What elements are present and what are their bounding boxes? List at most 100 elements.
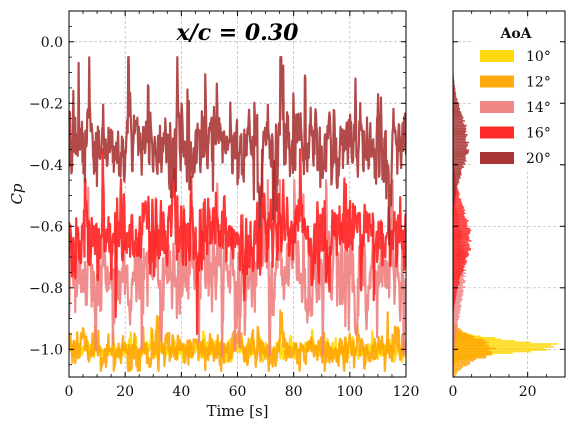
hist-bar-16deg xyxy=(453,207,464,210)
hist-bar-20deg xyxy=(453,190,457,193)
hist-bar-14deg xyxy=(453,310,460,313)
y-tick-label: −0.8 xyxy=(29,281,63,297)
hist-bar-16deg xyxy=(453,290,457,293)
hist-bar-20deg xyxy=(453,129,466,131)
x-tick-label: 80 xyxy=(285,384,303,400)
hist-bar-14deg xyxy=(453,341,456,344)
hist-bar-16deg xyxy=(453,261,467,264)
legend-box xyxy=(472,20,560,172)
y-tick-label: −0.6 xyxy=(29,219,63,235)
hist-bar-16deg xyxy=(453,304,455,307)
hist-bar-16deg xyxy=(453,223,468,225)
hist-bar-14deg xyxy=(453,313,459,316)
hist-bar-12deg xyxy=(453,357,487,359)
hist-bar-16deg xyxy=(453,275,461,278)
hist-bar-12deg xyxy=(453,341,489,344)
hist-bar-14deg xyxy=(453,344,455,347)
hist-bar-14deg xyxy=(453,300,462,302)
hist-bar-12deg xyxy=(453,344,489,347)
hist-bar-12deg xyxy=(453,346,490,348)
hist-bar-20deg xyxy=(453,140,466,142)
hist-bar-20deg xyxy=(453,174,462,176)
hist-bar-16deg xyxy=(453,286,458,288)
hist-bar-16deg xyxy=(453,292,457,294)
hist-bar-14deg xyxy=(453,306,462,308)
hist-bar-20deg xyxy=(453,178,460,181)
hist-bar-20deg xyxy=(453,127,467,130)
hist-bar-12deg xyxy=(453,332,468,334)
hist-bar-14deg xyxy=(453,323,458,325)
x-tick-label: 100 xyxy=(336,384,363,400)
hist-bar-20deg xyxy=(453,118,463,121)
hist-bar-20deg xyxy=(453,204,455,207)
hist-bar-20deg xyxy=(453,138,466,141)
time-series-plot: 0 20 40 60 80 100 120 0.0 −0.2 −0.4 −0.6 −0.8 −1.0 Ti… xyxy=(8,10,419,420)
hist-bar-20deg xyxy=(453,194,456,196)
hist-bar-16deg xyxy=(453,220,469,222)
hist-bar-20deg xyxy=(453,132,466,135)
hist-bar-16deg xyxy=(453,295,456,298)
hist-bar-16deg xyxy=(453,307,455,310)
hist-bar-12deg xyxy=(453,350,492,353)
hist-bar-16deg xyxy=(453,227,471,230)
hist-bar-16deg xyxy=(453,258,466,261)
hist-bar-20deg xyxy=(453,94,456,96)
hist-bar-16deg xyxy=(453,230,471,233)
hist-bar-14deg xyxy=(453,353,455,356)
legend-swatch xyxy=(480,152,514,164)
hist-bar-14deg xyxy=(453,332,457,334)
hist-bar-20deg xyxy=(453,152,469,155)
hist-bar-20deg xyxy=(453,177,461,179)
hist-bar-16deg xyxy=(453,213,464,216)
hist-bar-12deg xyxy=(453,329,462,331)
hist-bar-14deg xyxy=(453,350,455,353)
hist-bar-14deg xyxy=(453,317,459,319)
hist-bar-14deg xyxy=(453,309,461,311)
hist-bar-10deg xyxy=(453,350,532,353)
hist-bar-20deg xyxy=(453,146,467,148)
series-line-12deg xyxy=(69,309,406,372)
hist-bar-16deg xyxy=(453,270,464,273)
hist-bar-12deg xyxy=(453,364,468,367)
y-tick-label: −1.0 xyxy=(29,342,63,358)
hist-bar-20deg xyxy=(453,181,460,184)
hist-bar-16deg xyxy=(453,237,470,239)
hist-bar-12deg xyxy=(453,361,470,364)
hist-bar-12deg xyxy=(453,367,462,370)
legend-label: 10° xyxy=(526,49,551,65)
x-tick-label: 20 xyxy=(116,384,134,400)
hist-bar-14deg xyxy=(453,289,464,291)
hist-bar-12deg xyxy=(453,343,486,345)
hist-bar-16deg xyxy=(453,226,468,228)
hist-bar-16deg xyxy=(453,210,465,213)
hist-bar-20deg xyxy=(453,126,466,128)
hist-bar-20deg xyxy=(453,86,456,88)
hist-bar-14deg xyxy=(453,303,461,305)
hist-bar-16deg xyxy=(453,243,470,245)
hist-bar-14deg xyxy=(453,307,461,310)
hist-bar-14deg xyxy=(453,321,458,324)
hist-bar-20deg xyxy=(453,114,462,116)
hist-bar-20deg xyxy=(453,172,462,175)
hist-bar-20deg xyxy=(453,101,459,104)
hist-bar-20deg xyxy=(453,104,460,107)
x-tick-label: 0 xyxy=(65,384,74,400)
hist-bar-14deg xyxy=(453,295,463,298)
hist-bar-16deg xyxy=(453,255,469,258)
hist-bar-20deg xyxy=(453,80,455,82)
y-tick-label: −0.2 xyxy=(29,96,63,112)
hist-x-tick-label: 20 xyxy=(519,384,537,400)
series-line-16deg xyxy=(69,148,406,336)
hist-bar-16deg xyxy=(453,194,460,196)
hist-bar-20deg xyxy=(453,120,465,122)
hist-bar-16deg xyxy=(453,232,471,234)
hist-bar-12deg xyxy=(453,366,464,368)
hist-bar-14deg xyxy=(453,337,456,339)
hist-bar-12deg xyxy=(453,338,483,341)
hist-bar-16deg xyxy=(453,303,455,305)
hist-bar-14deg xyxy=(453,287,463,290)
hist-bar-16deg xyxy=(453,273,462,276)
hist-bar-12deg xyxy=(453,372,457,374)
legend-swatch xyxy=(480,50,514,62)
hist-bar-10deg xyxy=(453,346,555,348)
